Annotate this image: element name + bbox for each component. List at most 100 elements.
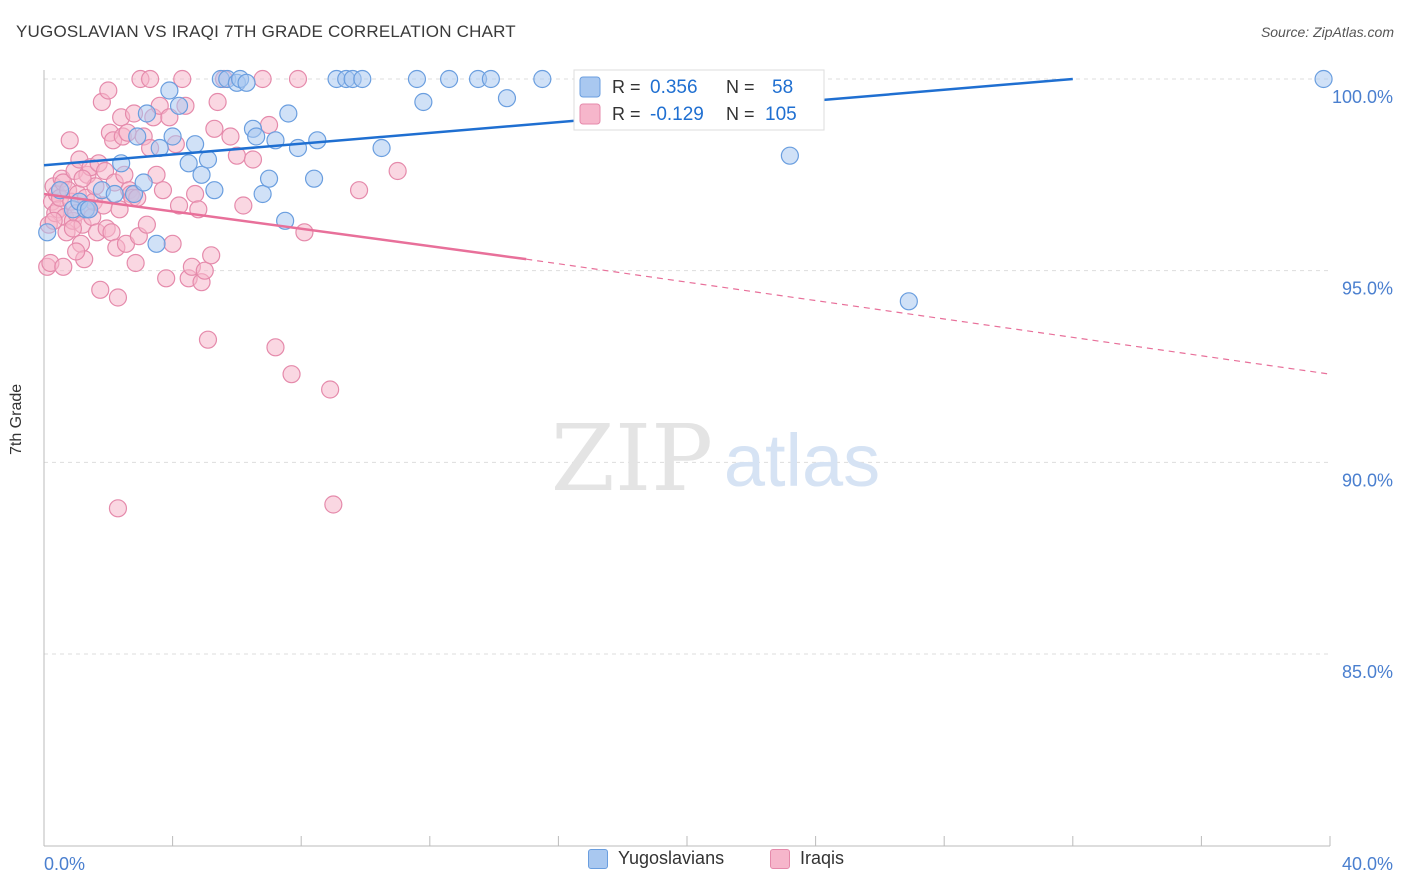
- iraqi-point: [163, 234, 182, 253]
- yugoslavian-point: [160, 81, 179, 100]
- iraqi-point: [99, 81, 118, 100]
- yugoslavian-point: [308, 131, 327, 150]
- y-tick-label: 100.0%: [1332, 87, 1393, 107]
- iraqi-point: [221, 127, 240, 146]
- iraqi-point: [137, 215, 156, 234]
- legend-swatch-pink: [579, 103, 601, 125]
- watermark: ZIP atlas: [551, 405, 880, 512]
- iraqi-point: [295, 223, 314, 242]
- iraqi-point: [208, 92, 227, 112]
- y-axis-tick-labels: 85.0% 90.0% 95.0% 100.0%: [1332, 87, 1393, 682]
- watermark-zip: ZIP: [551, 405, 713, 512]
- iraqi-point: [108, 499, 128, 518]
- yugoslavian-point: [205, 181, 224, 200]
- iraqi-point: [388, 161, 407, 181]
- yugoslavian-point: [533, 69, 552, 89]
- iraqi-point: [321, 380, 340, 399]
- yugoslavian-point: [414, 92, 433, 112]
- yugoslavian-point: [105, 184, 124, 204]
- legend-series: Yugoslavians Iraqis: [0, 848, 1406, 878]
- yugoslavian-point: [288, 138, 308, 158]
- iraqi-point: [243, 150, 263, 169]
- iraqi-point: [63, 219, 83, 238]
- yugoslavian-point: [134, 173, 153, 192]
- yugoslavian-point: [186, 135, 205, 154]
- iraqi-point: [253, 69, 272, 89]
- iraqi-point: [157, 269, 176, 288]
- yugoslavian-point: [304, 169, 324, 188]
- legend-r-value-2: -0.129: [650, 104, 704, 125]
- iraqi-point: [202, 246, 221, 265]
- legend-swatch-yugoslavians: [588, 848, 608, 869]
- source-label: Source: ZipAtlas.com: [1260, 24, 1394, 40]
- legend-r-label-1: R =: [612, 77, 641, 97]
- iraqis-points: [38, 69, 407, 518]
- x-axis-tick-labels: 0.0% 40.0%: [44, 854, 1393, 874]
- x-tick-label-min: 0.0%: [44, 854, 85, 874]
- legend-r-label-2: R =: [612, 104, 641, 124]
- yugoslavian-point: [237, 73, 256, 92]
- yugoslavian-point: [899, 292, 918, 311]
- yugoslavian-point: [179, 154, 198, 173]
- iraqi-point: [198, 330, 218, 349]
- iraqi-point: [186, 184, 205, 204]
- iraqi-point: [153, 181, 173, 200]
- iraqi-point: [288, 69, 308, 89]
- x-axis-ticks: [43, 836, 1331, 846]
- yugoslavian-point: [137, 104, 156, 123]
- yugoslavian-point: [192, 165, 211, 184]
- yugoslavian-point: [259, 169, 279, 188]
- yugoslavian-point: [247, 127, 266, 146]
- iraqi-point: [173, 69, 192, 89]
- yugoslavian-point: [38, 223, 57, 242]
- legend-swatch-iraqis: [770, 848, 790, 869]
- yugoslavian-point: [497, 89, 517, 108]
- legend-n-value-2: 105: [765, 104, 797, 125]
- yugoslavian-point: [128, 127, 147, 146]
- yugoslavian-point: [407, 69, 427, 89]
- yugoslavian-point: [169, 96, 189, 115]
- iraqi-point: [205, 119, 224, 138]
- y-tick-label: 85.0%: [1342, 662, 1393, 682]
- iraqi-point: [349, 181, 369, 200]
- legend-label-yugoslavians: Yugoslavians: [618, 848, 725, 868]
- legend-swatch-blue: [579, 76, 601, 98]
- yugoslavian-point: [481, 69, 500, 89]
- yugoslavian-point: [372, 138, 391, 158]
- watermark-atlas: atlas: [724, 419, 880, 502]
- iraqi-point: [266, 338, 285, 357]
- iraqi-point: [54, 257, 73, 276]
- yugoslavian-point: [1314, 69, 1333, 89]
- chart-title: YUGOSLAVIAN VS IRAQI 7TH GRADE CORRELATI…: [16, 22, 516, 41]
- iraqi-point: [108, 288, 128, 307]
- iraqi-point: [60, 131, 79, 150]
- legend-n-label-2: N =: [726, 104, 755, 124]
- yugoslavian-point: [353, 69, 372, 89]
- iraqi-point: [282, 365, 301, 384]
- legend-item-iraqis[interactable]: Iraqis: [770, 848, 844, 869]
- iraqi-point: [234, 196, 253, 215]
- grid-lines: [44, 78, 1330, 655]
- yugoslavian-point: [780, 146, 799, 165]
- yugoslavian-point: [147, 234, 166, 253]
- iraqi-point: [73, 169, 92, 188]
- iraqi-point: [140, 69, 160, 89]
- yugoslavian-point: [163, 127, 182, 146]
- iraqi-point: [102, 223, 121, 242]
- iraqis-trend-line: [43, 192, 527, 261]
- legend-r-value-1: 0.356: [650, 77, 698, 98]
- iraqi-point: [169, 196, 189, 215]
- x-tick-label-max: 40.0%: [1342, 854, 1393, 874]
- legend-n-label-1: N =: [726, 77, 755, 97]
- yugoslavian-point: [198, 150, 218, 169]
- legend-stats: R = 0.356 N = 58 R = -0.129 N = 105: [573, 69, 825, 131]
- yugoslavians-trend-line: [43, 77, 1073, 167]
- yugoslavian-point: [279, 104, 298, 123]
- iraqis-trend-extension: [526, 258, 1331, 375]
- iraqi-point: [126, 253, 145, 273]
- legend-n-value-1: 58: [772, 77, 793, 98]
- iraqi-point: [195, 261, 214, 280]
- y-tick-label: 90.0%: [1342, 470, 1393, 490]
- legend-item-yugoslavians[interactable]: Yugoslavians: [588, 848, 724, 869]
